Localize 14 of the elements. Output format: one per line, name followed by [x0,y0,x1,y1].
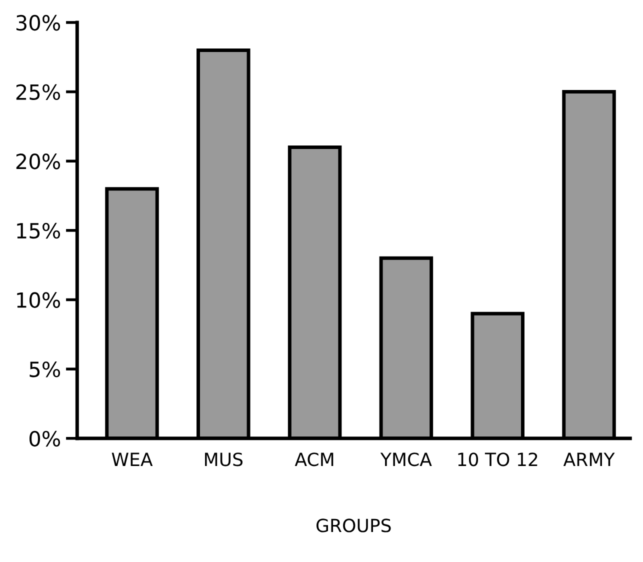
x-tick-label: WEA [112,452,153,466]
x-tick-label: MUS [205,452,243,466]
x-tick-label: ACM [294,452,334,466]
x-axis-title: GROUPS [316,518,391,532]
x-tick-label: 10 TO 12 [458,452,538,466]
x-tick-label: YMCA [380,452,432,466]
y-tick-label: 20% [16,154,60,170]
y-tick-label: 25% [16,84,60,100]
y-tick-label: 15% [17,222,60,239]
y-tick-label: 10% [17,292,60,308]
y-tick-label: 0% [30,430,60,447]
x-tick-label: ARMY [563,452,615,466]
y-tick-label: 30% [16,14,60,31]
y-tick-label: 5% [30,362,60,378]
